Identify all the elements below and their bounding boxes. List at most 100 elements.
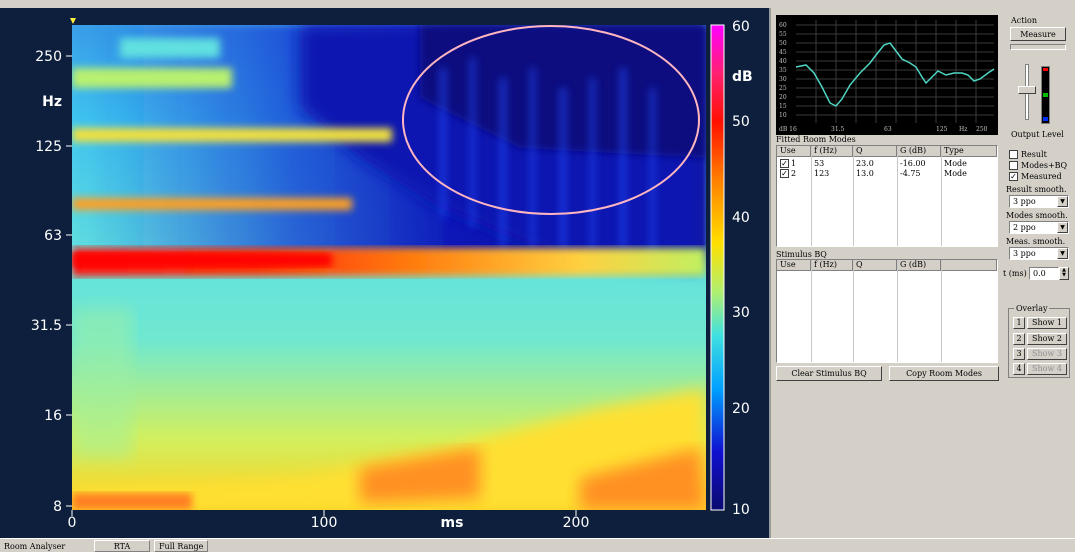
column-header[interactable]: G (dB) (897, 146, 941, 157)
colorbar (710, 24, 725, 511)
status-bar: Room Analyser RTA Full Range (0, 538, 1075, 552)
y-tick-label: 31.5 (31, 318, 62, 334)
result-smooth-label: Result smooth. (1006, 185, 1067, 194)
selected-value: 3 ppo (1013, 197, 1036, 206)
result-checkbox[interactable] (1009, 150, 1018, 159)
result-label: Result (1021, 150, 1047, 159)
level-meter (1041, 66, 1050, 124)
svg-text:45: 45 (779, 49, 787, 56)
chevron-down-icon[interactable]: ▼ (1057, 248, 1068, 259)
modes-smooth-select[interactable]: 2 ppo ▼ (1009, 221, 1069, 234)
progress-bar (1010, 44, 1066, 50)
column-header[interactable]: Q (853, 146, 897, 157)
column-header[interactable]: Q (853, 260, 897, 271)
svg-text:31.5: 31.5 (831, 126, 845, 133)
measured-label: Measured (1021, 172, 1062, 181)
spectrogram-chart: 250 Hz 125 63 31.5 16 8 (31, 18, 753, 531)
selected-value: 3 ppo (1013, 249, 1036, 258)
colorbar-tick: 50 (732, 114, 750, 130)
cell-gain[interactable]: -4.75 (900, 169, 921, 178)
x-axis: 0 100 ms 200 (68, 510, 590, 531)
overlay-3-toggle[interactable]: 3 (1013, 348, 1025, 360)
t-input[interactable]: 0.0 (1029, 267, 1059, 280)
cell-frequency[interactable]: 53 (814, 159, 825, 168)
cell-q[interactable]: 23.0 (856, 159, 874, 168)
colorbar-unit: dB (732, 69, 753, 85)
x-tick-label: 100 (311, 515, 338, 531)
x-tick-label: 0 (68, 515, 77, 531)
show-3-button[interactable]: Show 3 (1027, 348, 1067, 360)
svg-text:125: 125 (936, 126, 948, 133)
column-header[interactable]: Use (777, 260, 811, 271)
cell-q[interactable]: 13.0 (856, 169, 874, 178)
column-header[interactable]: f (Hz) (811, 260, 853, 271)
column-header[interactable]: Use (777, 146, 811, 157)
output-level-slider[interactable] (1018, 86, 1036, 94)
result-smooth-select[interactable]: 3 ppo ▼ (1009, 195, 1069, 208)
y-tick-label: 250 (35, 49, 62, 65)
column-header[interactable]: f (Hz) (811, 146, 853, 157)
meter-peak-red (1043, 68, 1048, 71)
svg-text:15: 15 (779, 103, 787, 110)
colorbar-labels: 60 dB 50 40 30 20 10 (732, 19, 753, 518)
svg-text:63: 63 (884, 126, 892, 133)
time-marker-icon[interactable] (70, 18, 76, 24)
use-checkbox[interactable]: ✓ (780, 159, 789, 168)
room-modes-title: Fitted Room Modes (776, 135, 856, 144)
modes-bq-checkbox[interactable] (1009, 161, 1018, 170)
overlay-1-toggle[interactable]: 1 (1013, 317, 1025, 329)
room-modes-table: Use f (Hz) Q G (dB) Type ✓ 1 53 23.0 -16… (776, 145, 998, 247)
colorbar-tick: 30 (732, 305, 750, 321)
x-tick-label: 200 (563, 515, 590, 531)
show-4-button[interactable]: Show 4 (1027, 363, 1067, 375)
action-title: Action (1011, 16, 1037, 25)
svg-text:60: 60 (779, 22, 787, 29)
y-axis-unit: Hz (42, 94, 62, 110)
colorbar-tick: 60 (732, 19, 750, 35)
tab-full-range[interactable]: Full Range (154, 540, 209, 552)
selected-value: 2 ppo (1013, 223, 1036, 232)
y-axis: 250 Hz 125 63 31.5 16 8 (31, 49, 72, 515)
copy-room-modes-button[interactable]: Copy Room Modes (889, 366, 999, 381)
app-name: Room Analyser (4, 542, 66, 551)
svg-text:25: 25 (779, 85, 787, 92)
use-checkbox[interactable]: ✓ (780, 169, 789, 178)
meter-level-blue (1043, 117, 1048, 121)
svg-text:dB 16: dB 16 (779, 126, 797, 133)
svg-text:10: 10 (779, 112, 787, 119)
meas-smooth-select[interactable]: 3 ppo ▼ (1009, 247, 1069, 260)
svg-text:250: 250 (976, 126, 988, 133)
row-index: 2 (791, 169, 797, 178)
clear-stimulus-button[interactable]: Clear Stimulus BQ (776, 366, 882, 381)
cell-frequency[interactable]: 123 (814, 169, 830, 178)
output-level-label: Output Level (1011, 130, 1064, 139)
spectrogram-heatmap (72, 25, 706, 510)
chevron-down-icon[interactable]: ▼ (1057, 196, 1068, 207)
cell-type[interactable]: Mode (944, 169, 967, 178)
x-axis-unit: ms (441, 515, 464, 531)
show-1-button[interactable]: Show 1 (1027, 317, 1067, 329)
column-header[interactable]: G (dB) (897, 260, 941, 271)
cell-gain[interactable]: -16.00 (900, 159, 926, 168)
column-header[interactable]: Type (941, 146, 997, 157)
highlight-ellipse (402, 25, 700, 215)
overlay-2-toggle[interactable]: 2 (1013, 333, 1025, 345)
cell-type[interactable]: Mode (944, 159, 967, 168)
t-label: t (ms) (1003, 269, 1027, 278)
modes-smooth-label: Modes smooth. (1006, 211, 1068, 220)
show-2-button[interactable]: Show 2 (1027, 333, 1067, 345)
spectrogram-panel: 250 Hz 125 63 31.5 16 8 (0, 8, 771, 538)
t-spinner-icon[interactable]: ▲ ▼ (1059, 267, 1069, 280)
mini-chart-y-ticks: 60 55 50 45 40 35 30 25 20 15 10 (779, 22, 787, 119)
tab-rta[interactable]: RTA (94, 540, 150, 552)
measured-checkbox[interactable]: ✓ (1009, 172, 1018, 181)
overlay-4-toggle[interactable]: 4 (1013, 363, 1025, 375)
svg-text:30: 30 (779, 76, 787, 83)
chevron-down-icon[interactable]: ▼ (1057, 222, 1068, 233)
y-tick-label: 63 (44, 228, 62, 244)
measure-button[interactable]: Measure (1010, 27, 1066, 41)
y-tick-label: 16 (44, 408, 62, 424)
svg-text:40: 40 (779, 58, 787, 65)
column-header[interactable] (941, 260, 997, 271)
